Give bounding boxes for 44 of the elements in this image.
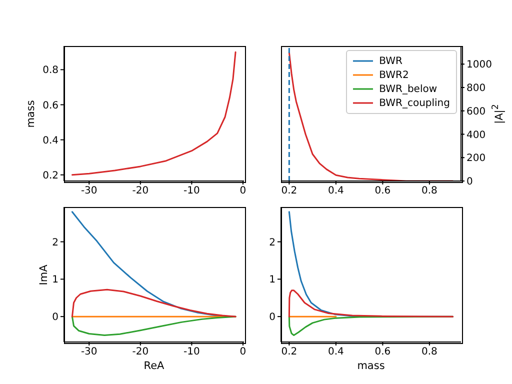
y2-tick-label: 400 — [466, 130, 486, 141]
y-axis-title: mass — [24, 100, 37, 128]
x-tick-label: -20 — [132, 346, 149, 358]
x-tick-label: 0.6 — [374, 346, 391, 358]
line-series — [288, 290, 454, 318]
y2-tick-label: 0 — [466, 176, 473, 188]
line-series — [71, 51, 236, 176]
y-tick-label: 0 — [52, 312, 58, 324]
y-tick-label: 1 — [269, 274, 276, 286]
y-tick-label: 0.4 — [42, 135, 58, 146]
x-tick-label: 0 — [240, 186, 246, 197]
legend-label: BWR2 — [379, 70, 409, 80]
y-tick-label: 2 — [269, 237, 276, 248]
y2-tick-label: 600 — [466, 106, 486, 118]
y-tick-label: 0.6 — [42, 100, 58, 112]
legend-label: BWR — [379, 56, 402, 66]
x-axis-title: mass — [357, 360, 385, 372]
y-tick-label: 2 — [52, 237, 58, 248]
x-tick-label: 0.4 — [328, 186, 344, 197]
x-tick-label: 0.4 — [328, 346, 344, 358]
x-tick-label: 0 — [240, 346, 246, 358]
y-tick-label: 0.8 — [42, 65, 58, 76]
x-tick-label: -10 — [184, 346, 200, 358]
legend-label: BWR_below — [379, 84, 438, 94]
x-tick-label: -30 — [80, 186, 98, 197]
line-series — [71, 316, 236, 336]
x-tick-label: 0.2 — [281, 346, 298, 358]
y2-tick-label: 200 — [466, 153, 486, 164]
x-axis-title: ReA — [144, 360, 164, 372]
x-tick-label: -10 — [184, 186, 200, 197]
y-tick-label: 0 — [269, 312, 276, 324]
y-axis-title: ImA — [38, 264, 50, 285]
x-tick-label: -20 — [132, 186, 149, 197]
x-tick-label: 0.2 — [281, 186, 298, 197]
x-tick-label: 0.8 — [421, 186, 438, 197]
y2-tick-label: 800 — [466, 83, 486, 94]
y-tick-label: 0.2 — [42, 170, 58, 182]
y-tick-label: 1 — [52, 274, 58, 286]
y2-tick-label: 1000 — [466, 60, 492, 71]
legend-label: BWR_coupling — [379, 98, 450, 108]
x-tick-label: 0.8 — [421, 346, 438, 358]
x-tick-label: -30 — [80, 346, 98, 358]
line-series — [71, 288, 236, 318]
x-tick-label: 0.6 — [374, 186, 391, 197]
